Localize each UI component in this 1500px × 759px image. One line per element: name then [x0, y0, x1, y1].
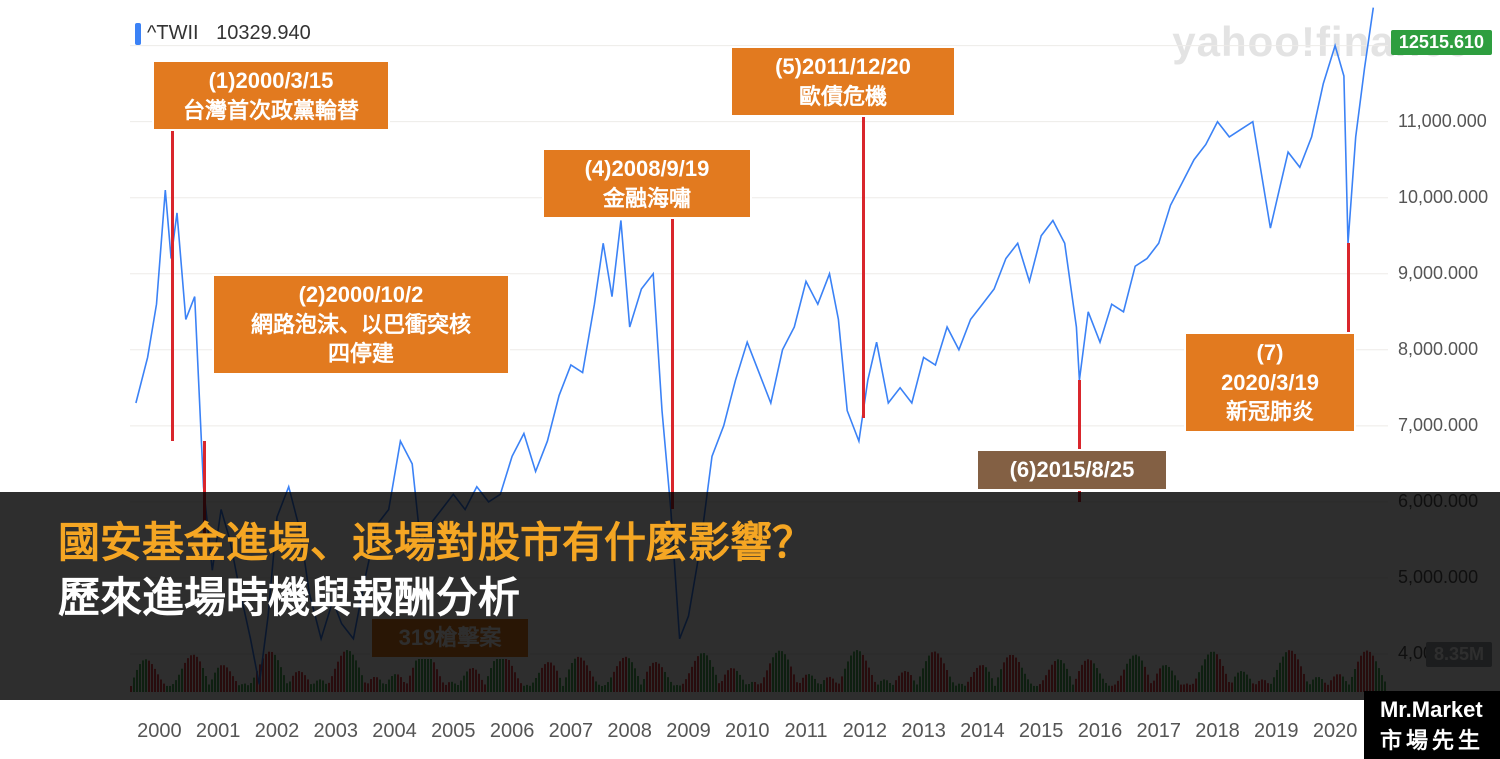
- x-tick-label: 2019: [1254, 720, 1299, 743]
- event-callout: (6)2015/8/25: [976, 449, 1168, 491]
- event-callout: (4)2008/9/19金融海嘯: [542, 148, 752, 219]
- x-tick-label: 2002: [255, 720, 300, 743]
- x-tick-label: 2008: [607, 720, 652, 743]
- x-tick-label: 2009: [666, 720, 711, 743]
- event-marker: [171, 118, 174, 441]
- x-tick-label: 2015: [1019, 720, 1064, 743]
- x-tick-label: 2016: [1078, 720, 1123, 743]
- y-tick-label: 7,000.000: [1398, 415, 1478, 436]
- x-tick-label: 2006: [490, 720, 535, 743]
- y-tick-label: 8,000.000: [1398, 339, 1478, 360]
- x-tick-label: 2004: [372, 720, 417, 743]
- y-tick-label: 9,000.000: [1398, 263, 1478, 284]
- x-tick-label: 2000: [137, 720, 182, 743]
- x-tick-label: 2012: [843, 720, 888, 743]
- branding-badge: Mr.Market 市場先生: [1364, 691, 1500, 759]
- event-marker: [671, 208, 674, 509]
- branding-line-1: Mr.Market: [1380, 697, 1484, 723]
- x-tick-label: 2013: [901, 720, 946, 743]
- event-callout: (1)2000/3/15台灣首次政黨輪替: [152, 60, 390, 131]
- x-tick-label: 2007: [549, 720, 594, 743]
- x-tick-label: 2018: [1195, 720, 1240, 743]
- chart-container: yahoo!finance ^TWII 10329.940 4,000.0005…: [0, 0, 1500, 759]
- x-tick-label: 2014: [960, 720, 1005, 743]
- x-tick-label: 2003: [313, 720, 358, 743]
- branding-line-2: 市場先生: [1380, 723, 1484, 755]
- event-callout: (2)2000/10/2網路泡沫、以巴衝突核四停建: [212, 274, 510, 375]
- x-tick-label: 2005: [431, 720, 476, 743]
- y-tick-label: 11,000.000: [1398, 111, 1487, 132]
- title-line-2: 歷來進場時機與報酬分析: [58, 571, 814, 626]
- y-tick-label: 10,000.000: [1398, 187, 1488, 208]
- title-overlay-text: 國安基金進場、退場對股市有什麼影響？ 歷來進場時機與報酬分析: [58, 516, 814, 625]
- event-callout: (7)2020/3/19新冠肺炎: [1184, 332, 1356, 433]
- title-line-1: 國安基金進場、退場對股市有什麼影響？: [58, 516, 814, 571]
- event-marker: [1347, 243, 1350, 334]
- last-price-badge: 12515.610: [1391, 30, 1492, 55]
- x-tick-label: 2017: [1136, 720, 1181, 743]
- event-callout: (5)2011/12/20歐債危機: [730, 46, 956, 117]
- event-marker: [862, 108, 865, 418]
- x-tick-label: 2020: [1313, 720, 1358, 743]
- x-tick-label: 2011: [785, 720, 828, 743]
- x-tick-label: 2001: [196, 720, 241, 743]
- x-tick-label: 2010: [725, 720, 770, 743]
